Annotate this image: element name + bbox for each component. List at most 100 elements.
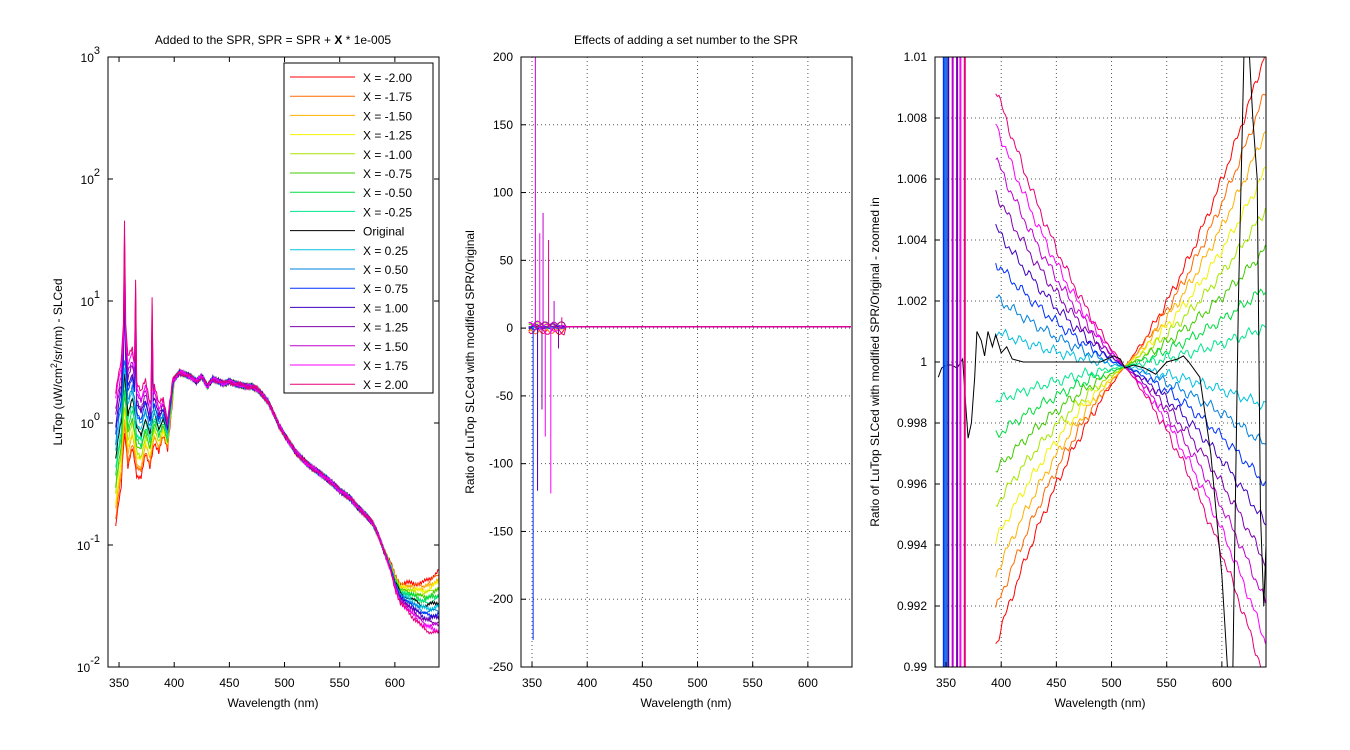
y-tick-label: -50 bbox=[496, 389, 514, 403]
zoomed-lines bbox=[937, 57, 1266, 667]
x-tick-label: 400 bbox=[164, 676, 184, 690]
x-tick-label: 600 bbox=[798, 676, 818, 690]
zoomed-series-line bbox=[995, 294, 1266, 445]
x-tick-label: 450 bbox=[1046, 676, 1066, 690]
x-tick-label: 550 bbox=[743, 676, 763, 690]
ratio-x-label: Wavelength (nm) bbox=[641, 696, 732, 710]
original-series-line bbox=[937, 57, 1266, 667]
y-tick-label: 1.004 bbox=[897, 233, 927, 247]
legend-label: X = 1.25 bbox=[363, 321, 408, 335]
y-tick-label: 0.998 bbox=[897, 416, 927, 430]
zoomed-ratio-panel: 350 400 450 500 550 600 0.990.9920.9940.9960.… bbox=[868, 50, 1267, 710]
y-tick-label: 103 bbox=[81, 45, 100, 65]
zoomed-series-line bbox=[995, 157, 1266, 604]
zoomed-series-line bbox=[995, 223, 1266, 526]
y-tick-label: 100 bbox=[81, 411, 100, 431]
x-tick-label: 350 bbox=[522, 676, 542, 690]
zoomed-series-line bbox=[995, 93, 1266, 608]
y-tick-label: 102 bbox=[81, 167, 100, 187]
zoomed-series-line bbox=[995, 166, 1266, 545]
y-tick-label: 1.008 bbox=[897, 111, 927, 125]
ratio-series-line bbox=[528, 325, 851, 336]
spectrum-x-label: Wavelength (nm) bbox=[228, 696, 319, 710]
y-tick-label: 101 bbox=[81, 289, 100, 309]
y-tick-label: 1 bbox=[920, 355, 927, 369]
legend-label: X = -1.50 bbox=[363, 109, 412, 123]
zoomed-series-line bbox=[995, 244, 1266, 473]
x-tick-label: 350 bbox=[936, 676, 956, 690]
y-tick-label: 1.006 bbox=[897, 172, 927, 186]
y-tick-label: 10-2 bbox=[77, 655, 100, 675]
x-tick-label: 500 bbox=[275, 676, 295, 690]
zoomed-y-ticks: 0.99 0.992 0.994 0.996 0.998 1 1.002 1.004 1.006… bbox=[897, 50, 940, 674]
x-tick-label: 600 bbox=[385, 676, 405, 690]
legend-box bbox=[283, 62, 434, 394]
x-tick-label: 500 bbox=[688, 676, 708, 690]
x-tick-label: 600 bbox=[1212, 676, 1232, 690]
ratio-x-ticks: 350 400 450 500 550 600 bbox=[522, 662, 818, 690]
spectrum-title: Added to the SPR, SPR = SPR + X * 1e-005 bbox=[155, 33, 391, 47]
ratio-title: Effects of adding a set number to the SP… bbox=[574, 33, 798, 47]
legend-label: X = 1.50 bbox=[363, 340, 408, 354]
zoomed-series-line bbox=[995, 288, 1266, 439]
legend-label: X = -2.00 bbox=[363, 71, 412, 85]
ratio-axes-box bbox=[520, 56, 853, 668]
x-tick-label: 350 bbox=[109, 676, 129, 690]
zoomed-plot-area bbox=[937, 57, 1266, 667]
ratio-panel: Effects of adding a set number to the SP… bbox=[463, 33, 853, 710]
legend-label: X = 1.75 bbox=[363, 359, 408, 373]
ratio-y-label: Ratio of LuTop SLCed with modified SPR/O… bbox=[463, 230, 477, 493]
y-tick-label: 0.996 bbox=[897, 477, 927, 491]
zoomed-x-ticks: 350 400 450 500 550 600 bbox=[936, 662, 1232, 690]
legend-label: X = -1.25 bbox=[363, 129, 412, 143]
legend-label: X = -1.00 bbox=[363, 148, 412, 162]
y-tick-label: 0.994 bbox=[897, 538, 927, 552]
y-tick-label: 10-1 bbox=[77, 533, 100, 553]
y-tick-label: 0.992 bbox=[897, 599, 927, 613]
ratio-y-ticks: -250 -200 -150 -100 -50 0 50 100 150 200 bbox=[489, 50, 526, 674]
legend-label: X = 0.50 bbox=[363, 263, 408, 277]
zoomed-x-label: Wavelength (nm) bbox=[1055, 696, 1146, 710]
legend-label: X = -0.50 bbox=[363, 186, 412, 200]
y-tick-label: 1.002 bbox=[897, 294, 927, 308]
spectrum-series-line bbox=[115, 220, 440, 635]
y-tick-label: -150 bbox=[489, 524, 513, 538]
x-tick-label: 550 bbox=[1157, 676, 1177, 690]
legend-label: X = 1.00 bbox=[363, 301, 408, 315]
spectrum-legend: X = -2.00 X = -1.75 X = -1.50 X = -1.25 X = … bbox=[283, 62, 434, 394]
y-tick-label: 0 bbox=[506, 321, 513, 335]
x-tick-label: 400 bbox=[991, 676, 1011, 690]
spectrum-plot-area bbox=[115, 220, 440, 635]
x-tick-label: 450 bbox=[632, 676, 652, 690]
x-tick-label: 500 bbox=[1102, 676, 1122, 690]
spectrum-y-label: LuTop (uW/cm2/sr/nm) - SLCed bbox=[49, 278, 65, 445]
y-tick-label: 1.01 bbox=[904, 50, 928, 64]
spectrum-x-ticks: 350 400 450 500 550 600 bbox=[109, 57, 405, 690]
legend-label: X = -1.75 bbox=[363, 90, 412, 104]
y-tick-label: -250 bbox=[489, 660, 513, 674]
y-tick-label: 150 bbox=[493, 118, 513, 132]
legend-label: X = 0.25 bbox=[363, 244, 408, 258]
spectrum-y-ticks: 10-2 10-1 100 101 102 103 bbox=[77, 45, 439, 675]
y-tick-label: 0.99 bbox=[904, 660, 928, 674]
zoomed-y-label: Ratio of LuTop SLCed with modified SPR/O… bbox=[868, 197, 882, 527]
y-tick-label: -100 bbox=[489, 457, 513, 471]
ratio-grid bbox=[521, 56, 852, 668]
spectrum-axes-box bbox=[107, 56, 440, 668]
legend-label: X = 0.75 bbox=[363, 282, 408, 296]
legend-label: X = -0.25 bbox=[363, 205, 412, 219]
x-tick-label: 450 bbox=[219, 676, 239, 690]
legend-label: X = -0.75 bbox=[363, 167, 412, 181]
x-tick-label: 400 bbox=[577, 676, 597, 690]
y-tick-label: 50 bbox=[500, 253, 514, 267]
y-tick-label: 200 bbox=[493, 50, 513, 64]
y-tick-label: 100 bbox=[493, 186, 513, 200]
ratio-plot-area bbox=[528, 57, 851, 640]
legend-label: X = 2.00 bbox=[363, 378, 408, 392]
x-tick-label: 550 bbox=[330, 676, 350, 690]
zoomed-series-line bbox=[995, 93, 1262, 667]
spectrum-panel: Added to the SPR, SPR = SPR + X * 1e-005… bbox=[49, 33, 440, 710]
y-tick-label: -200 bbox=[489, 592, 513, 606]
